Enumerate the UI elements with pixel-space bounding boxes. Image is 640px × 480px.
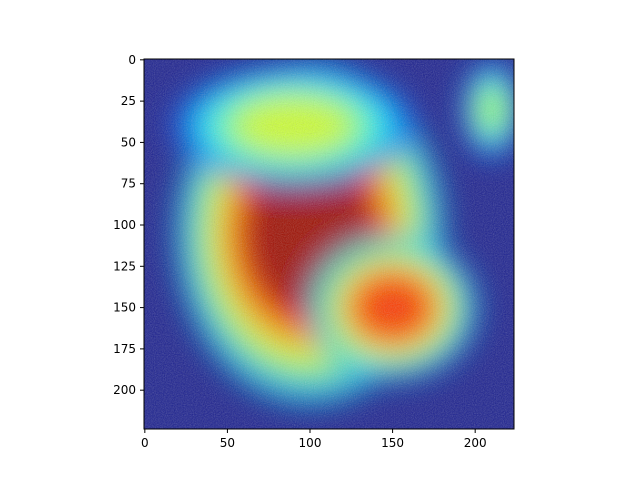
x-tick-label: 50	[220, 436, 235, 450]
y-tick-label: 125	[113, 259, 136, 273]
x-axis: 0 50 100 150 200	[141, 429, 487, 450]
plot-area	[144, 59, 514, 429]
y-tick-label: 0	[128, 53, 136, 67]
y-tick-label: 25	[121, 94, 136, 108]
photo-texture	[144, 59, 514, 429]
y-tick-label: 150	[113, 301, 136, 315]
y-axis: 0 25 50 75 100 125 150 175 200	[113, 53, 144, 397]
y-tick-label: 175	[113, 342, 136, 356]
x-tick-label: 0	[141, 436, 149, 450]
x-tick-label: 200	[464, 436, 487, 450]
y-tick-label: 75	[121, 177, 136, 191]
y-tick-label: 50	[121, 135, 136, 149]
y-tick-label: 100	[113, 218, 136, 232]
plot-frame	[143, 58, 515, 430]
y-tick-label: 200	[113, 383, 136, 397]
x-tick-label: 100	[299, 436, 322, 450]
x-tick-label: 150	[381, 436, 404, 450]
